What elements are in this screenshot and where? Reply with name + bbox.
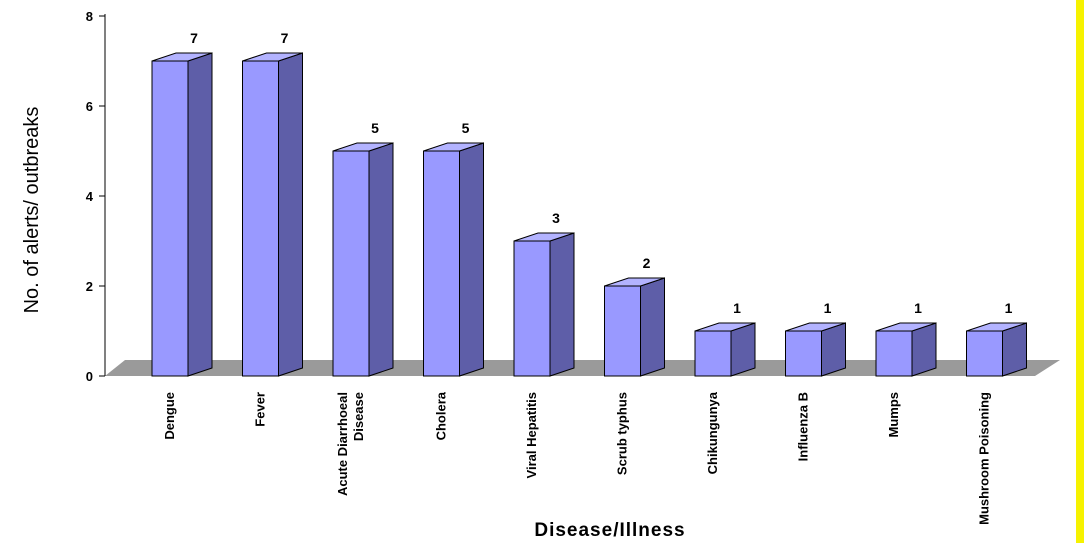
bar: [966, 322, 1027, 377]
bar-side: [640, 277, 665, 377]
bar: [151, 52, 213, 377]
category-label: Mushroom Poisoning: [977, 392, 992, 525]
category-label: Fever: [253, 392, 268, 427]
data-label: 1: [1005, 300, 1013, 316]
category-label: Acute Diarrhoeal: [335, 392, 350, 496]
category-label: Disease: [351, 392, 366, 441]
y-tick-label: 8: [86, 9, 93, 24]
x-axis-title: Disease/Illness: [534, 520, 685, 541]
bar-front: [785, 330, 822, 377]
bar-side: [730, 322, 756, 377]
y-tick-label: 0: [86, 369, 93, 384]
data-label: 3: [552, 210, 560, 226]
bar-side: [368, 142, 394, 377]
bar-front: [966, 330, 1003, 377]
y-tick-label: 4: [86, 189, 94, 204]
y-tick-label: 6: [86, 99, 93, 114]
data-label: 1: [824, 300, 832, 316]
bar-side: [459, 142, 484, 377]
bar-side: [549, 232, 575, 377]
data-label: 1: [733, 300, 741, 316]
category-label: Scrub typhus: [615, 392, 630, 475]
data-label: 2: [643, 255, 651, 271]
bar-front: [604, 285, 641, 377]
y-axis-ticks: 0 2 4 6 8: [86, 9, 105, 384]
category-labels: Dengue Fever Acute Diarrhoeal Disease Choler…: [162, 391, 992, 525]
bar-front: [694, 330, 732, 377]
yellow-frame-border: [1076, 0, 1084, 543]
data-label: 1: [914, 300, 922, 316]
bar-front: [423, 150, 460, 377]
data-labels: 7 7 5 5 3 2 1 1 1 1: [190, 30, 1013, 316]
category-label: Cholera: [434, 391, 449, 440]
bar-side: [187, 52, 213, 377]
data-label: 5: [371, 120, 379, 136]
data-label: 5: [462, 120, 470, 136]
bar-side: [821, 322, 846, 377]
bar: [785, 322, 846, 377]
bar-front: [875, 330, 913, 377]
bar-series: [151, 52, 1027, 377]
bar: [242, 52, 303, 377]
category-label: Influenza B: [796, 392, 811, 461]
bar: [423, 142, 484, 377]
y-tick-label: 2: [86, 279, 93, 294]
category-label: Dengue: [162, 392, 177, 440]
category-label: Mumps: [886, 392, 901, 438]
y-axis-title: No. of alerts/ outbreaks: [21, 107, 43, 314]
bar: [513, 232, 575, 377]
bar: [694, 322, 756, 377]
bar: [332, 142, 394, 377]
bar-front: [332, 150, 370, 377]
bar-side: [278, 52, 303, 377]
data-label: 7: [281, 30, 289, 46]
category-label: Chikungunya: [705, 391, 720, 474]
data-label: 7: [190, 30, 198, 46]
bar-front: [242, 60, 279, 377]
bar: [875, 322, 937, 377]
bar-side: [911, 322, 937, 377]
category-label: Viral Hepatitis: [524, 392, 539, 478]
bar-side: [1002, 322, 1027, 377]
bar-front: [151, 60, 189, 377]
bar-front: [513, 240, 551, 377]
bar: [604, 277, 665, 377]
